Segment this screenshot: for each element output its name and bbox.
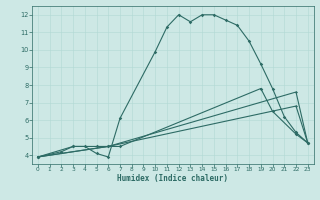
X-axis label: Humidex (Indice chaleur): Humidex (Indice chaleur) (117, 174, 228, 183)
